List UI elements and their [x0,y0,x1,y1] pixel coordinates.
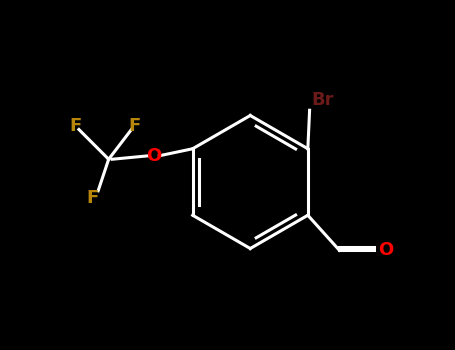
Text: Br: Br [311,91,334,108]
Text: O: O [147,147,162,165]
Text: F: F [129,117,141,135]
Text: F: F [69,117,81,135]
Text: O: O [379,241,394,259]
Text: F: F [87,189,99,207]
